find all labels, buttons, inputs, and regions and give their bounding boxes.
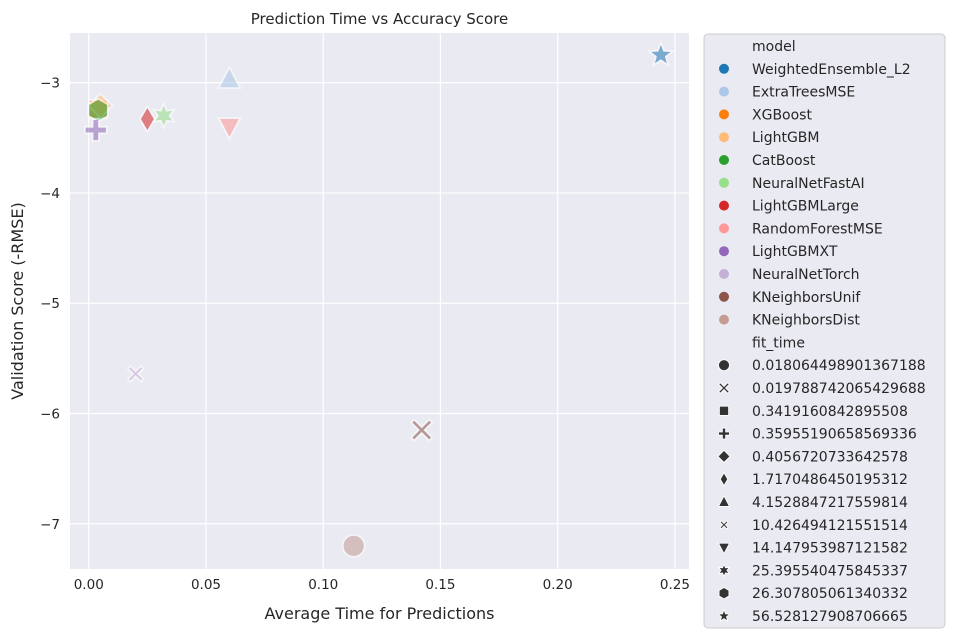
grid	[70, 33, 689, 569]
x-tick-label: 0.25	[660, 577, 690, 593]
x-tick-label: 0.20	[543, 577, 573, 593]
legend-entry: 0.35955190658569336	[752, 427, 917, 443]
legend-marker	[718, 359, 730, 372]
legend-marker	[719, 155, 729, 165]
legend-marker	[717, 542, 731, 555]
data-point	[126, 364, 145, 383]
x-axis-label: Average Time for Predictions	[265, 604, 495, 623]
x-tick-label: 0.10	[308, 577, 338, 593]
legend-marker	[719, 200, 729, 211]
data-point	[216, 65, 242, 90]
legend-entry: ExtraTreesMSE	[752, 85, 855, 101]
legend-marker	[717, 449, 731, 464]
legend-entry: 0.019788742065429688	[752, 381, 926, 397]
legend-entry: CatBoost	[752, 153, 816, 169]
legend-entry: KNeighborsDist	[752, 313, 860, 329]
legend: model WeightedEnsemble_L2 ExtraTreesMSE XGB…	[703, 33, 946, 629]
legend-marker	[719, 471, 729, 487]
legend-marker	[719, 223, 729, 234]
legend-entry: LightGBMLarge	[752, 199, 859, 215]
legend-marker	[718, 405, 730, 416]
legend-entry: 0.018064498901367188	[752, 358, 926, 374]
legend-title-fit-time: fit_time	[752, 335, 805, 351]
legend-marker	[717, 563, 731, 578]
legend-frame	[703, 33, 946, 629]
x-tick-label: 0.05	[191, 577, 221, 593]
legend-entry: NeuralNetFastAI	[752, 176, 865, 192]
legend-entry: XGBoost	[752, 107, 812, 123]
y-axis: −3 −4 −5 −6 −7	[40, 76, 60, 533]
legend-entry: 56.528127908706665	[752, 609, 908, 625]
legend-marker	[719, 109, 729, 120]
legend-marker	[719, 177, 729, 188]
data-point	[83, 118, 108, 142]
legend-marker	[718, 427, 730, 440]
legend-marker	[719, 246, 729, 257]
legend-title-model: model	[752, 39, 796, 55]
legend-marker	[719, 269, 729, 279]
legend-entry: 1.7170486450195312	[752, 472, 908, 488]
legend-marker	[719, 86, 729, 97]
legend-entry: LightGBM	[752, 130, 819, 146]
y-tick-label: −3	[40, 76, 60, 92]
data-point	[646, 39, 676, 68]
legend-marker	[719, 132, 729, 143]
legend-marker	[718, 586, 730, 600]
legend-entry: 4.1528847217559814	[752, 495, 908, 511]
legend-entry: 0.3419160842895508	[752, 404, 908, 420]
data-point	[216, 117, 242, 141]
legend-marker	[719, 63, 729, 74]
legend-entry: KNeighborsUnif	[752, 290, 861, 306]
y-tick-label: −4	[40, 186, 60, 202]
legend-entry: LightGBMXT	[752, 244, 838, 260]
data-point	[409, 418, 434, 442]
y-tick-label: −7	[40, 517, 60, 533]
y-axis-label: Validation Score (-RMSE)	[8, 202, 27, 399]
legend-entry: NeuralNetTorch	[752, 267, 860, 283]
data-point	[138, 104, 156, 134]
legend-marker	[719, 314, 729, 325]
legend-entry: 0.4056720733642578	[752, 449, 908, 465]
legend-entry: 14.147953987121582	[752, 541, 908, 557]
legend-entry: 26.307805061340332	[752, 586, 908, 602]
data-point	[151, 101, 177, 131]
x-tick-label: 0.00	[74, 577, 104, 593]
data-point	[341, 533, 366, 558]
y-tick-label: −5	[40, 296, 60, 312]
legend-entry: 25.395540475845337	[752, 563, 908, 579]
legend-entry: RandomForestMSE	[752, 221, 883, 237]
legend-entry: WeightedEnsemble_L2	[752, 62, 911, 78]
y-tick-label: −6	[40, 406, 60, 422]
legend-marker	[719, 520, 729, 530]
legend-marker	[719, 291, 729, 302]
chart-title: Prediction Time vs Accuracy Score	[251, 10, 508, 28]
legend-entry: 10.426494121551514	[752, 518, 908, 534]
legend-marker	[717, 495, 731, 507]
x-axis: 0.00 0.05 0.10 0.15 0.20 0.25	[74, 577, 690, 593]
x-tick-label: 0.15	[425, 577, 455, 593]
data-points	[83, 39, 676, 558]
legend-marker	[716, 608, 732, 623]
legend-marker	[718, 382, 730, 394]
